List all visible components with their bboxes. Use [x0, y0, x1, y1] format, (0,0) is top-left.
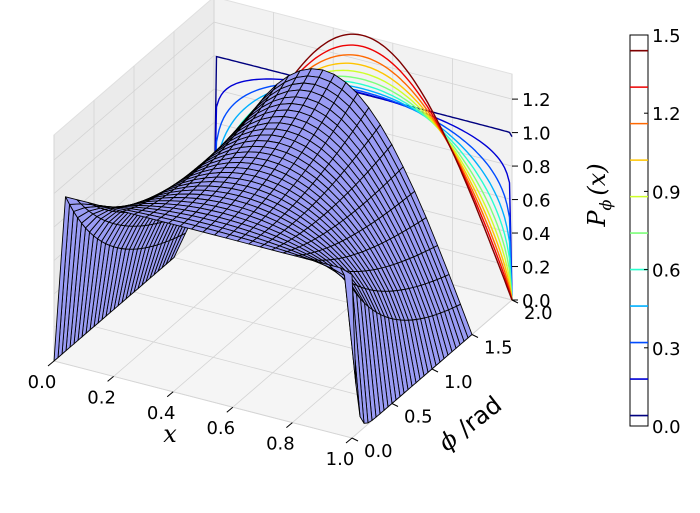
- phi-tick-mark: [351, 437, 359, 442]
- colorbar-tick-label: 0.6: [652, 261, 681, 282]
- colorbar-tick-label: 1.5: [652, 26, 681, 47]
- x-axis-label: x: [163, 420, 177, 448]
- grid-line-z: [53, 21, 513, 161]
- x-axis-ticks: 0.0 0.2 0.4 0.6 0.8 1.0: [28, 360, 355, 470]
- z-axis-ticks: 0.0 0.2 0.4 0.6 0.8 1.0 1.2: [512, 90, 551, 312]
- z-tick-label: 1.0: [522, 124, 551, 145]
- z-axis-label: Pϕ (x): [583, 163, 615, 227]
- z-tick-label: 1.2: [522, 90, 551, 111]
- x-tick-label: 0.8: [266, 434, 295, 455]
- phi-tick-label: 0.5: [404, 407, 433, 428]
- contour-line: [213, 82, 513, 301]
- x-tick-label: 0.0: [28, 372, 57, 393]
- z-axis-argument: (x): [583, 163, 611, 195]
- phi-tick-label: 2.0: [524, 303, 553, 324]
- phi-tick-mark: [391, 403, 399, 407]
- x-tick-label: 1.0: [326, 449, 355, 470]
- x-tick-label: 0.6: [206, 418, 235, 439]
- x-tick-mark: [47, 360, 55, 367]
- x-tick-mark: [107, 376, 114, 382]
- contour-line: [213, 82, 513, 300]
- z-tick-label: 0.6: [522, 191, 551, 212]
- phi-tick-mark: [471, 334, 479, 338]
- contour-line: [213, 78, 513, 296]
- colorbar-tick-label: 0.3: [652, 339, 681, 360]
- phi-axis-label: ϕ /rad: [433, 391, 507, 457]
- z-tick-label: 0.0: [522, 291, 551, 312]
- colorbar-tick-label: 1.2: [652, 104, 681, 125]
- x-tick-mark: [166, 391, 174, 398]
- grid-line-z: [53, 88, 513, 228]
- colorbar-frame: [629, 34, 649, 427]
- phi-axis-ticks: 0.0 0.5 1.0 1.5 2.0: [351, 299, 553, 462]
- colorbar: 0.0 0.3 0.6 0.9 1.2 1.5: [629, 26, 681, 438]
- z-tick-label: 0.4: [522, 224, 551, 245]
- surface-facet: [340, 267, 357, 386]
- z-axis-subscript: ϕ: [596, 200, 615, 211]
- colorbar-tick-label: 0.9: [652, 182, 681, 203]
- phi-tick-mark: [431, 368, 439, 373]
- z-tick-label: 0.2: [522, 258, 551, 279]
- z-tick-label: 0.8: [522, 157, 551, 178]
- x-tick-label: 0.4: [147, 403, 176, 424]
- surface-facet: [53, 196, 70, 362]
- z-axis-symbol: P: [583, 210, 611, 228]
- x-tick-mark: [226, 406, 234, 413]
- phi-tick-label: 0.0: [364, 441, 393, 462]
- phi-tick-label: 1.0: [444, 372, 473, 393]
- x-tick-label: 0.2: [87, 387, 116, 408]
- x-tick-mark: [286, 422, 293, 428]
- surface-mesh: [53, 68, 473, 424]
- x-tick-mark: [345, 437, 353, 444]
- colorbar-tick-label: 0.0: [652, 417, 681, 438]
- phi-tick-label: 1.5: [484, 338, 513, 359]
